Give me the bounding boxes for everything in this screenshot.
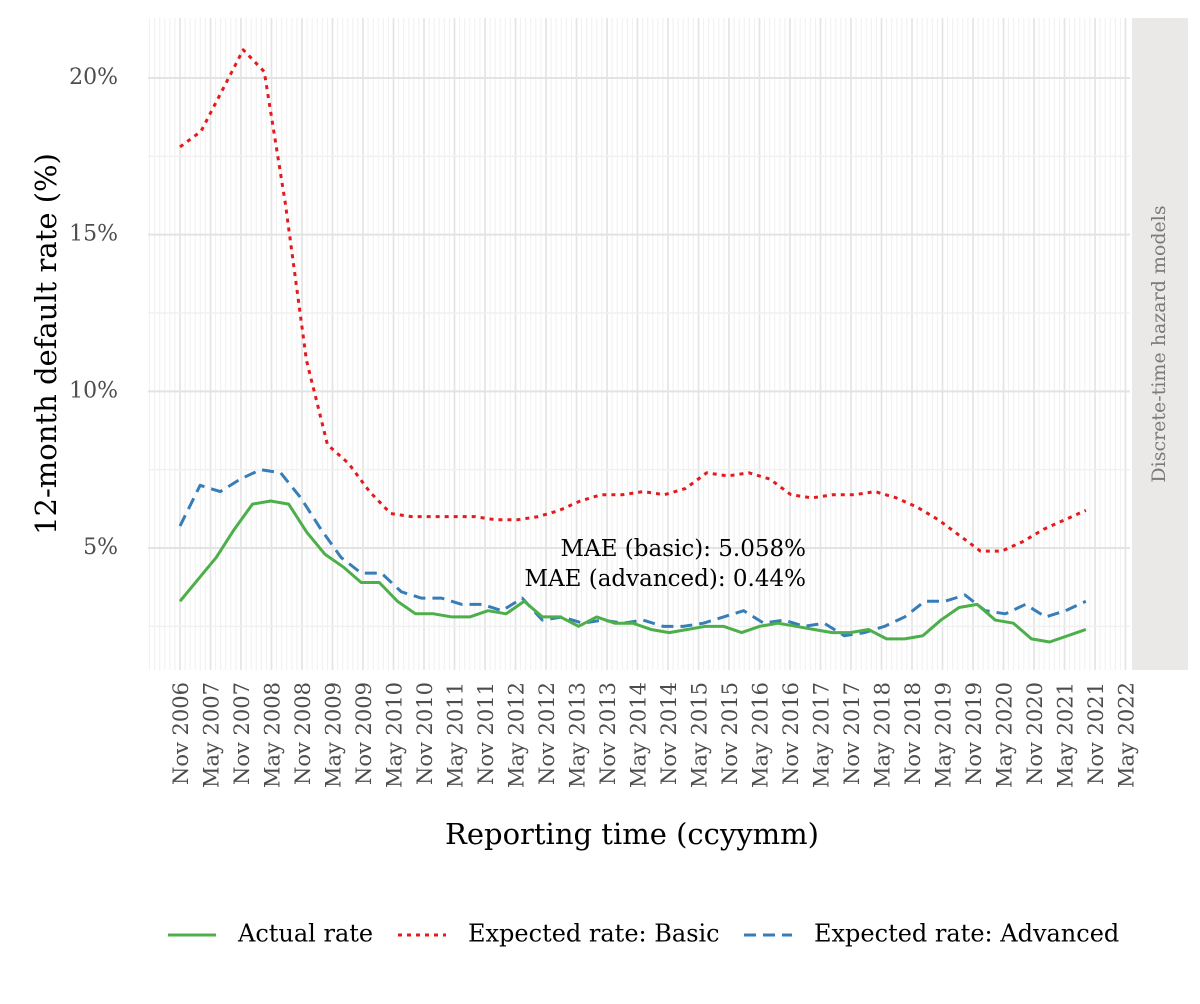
facet-strip-label: Discrete-time hazard models [1148, 205, 1170, 482]
x-tick-label: May 2019 [932, 682, 956, 788]
x-tick-label: May 2007 [200, 682, 224, 788]
x-tick-label: Nov 2010 [413, 682, 437, 785]
series-line-1 [179, 48, 1087, 553]
x-tick-label: May 2010 [383, 682, 407, 788]
x-tick-label: May 2013 [566, 682, 590, 788]
y-axis-title: 12-month default rate (%) [29, 153, 63, 535]
x-tick-label: Nov 2011 [474, 682, 498, 785]
x-tick-label: Nov 2021 [1084, 682, 1108, 785]
x-tick-label: Nov 2008 [291, 682, 315, 785]
x-tick-label: May 2009 [322, 682, 346, 788]
x-tick-label: Nov 2006 [169, 682, 193, 785]
x-tick-label: May 2015 [688, 682, 712, 788]
y-tick-label: 5% [83, 535, 118, 560]
x-tick-label: May 2016 [749, 682, 773, 788]
legend-label-2: Expected rate: Advanced [814, 920, 1119, 948]
series-lines [178, 48, 1087, 644]
x-tick-label: May 2020 [993, 682, 1017, 788]
annotation-mae-basic: MAE (basic): 5.058% [561, 536, 806, 562]
y-tick-label: 15% [69, 222, 118, 247]
x-tick-label: Nov 2012 [535, 682, 559, 785]
y-tick-label: 20% [69, 65, 118, 90]
x-tick-label: Nov 2020 [1023, 682, 1047, 785]
x-tick-label: Nov 2007 [230, 682, 254, 785]
x-tick-label: May 2021 [1054, 682, 1078, 788]
y-axis-ticks: 5% 10% 15% 20% [69, 65, 118, 560]
facet-strip: Discrete-time hazard models [1132, 18, 1188, 670]
x-tick-label: Nov 2018 [901, 682, 925, 785]
x-axis-title: Reporting time (ccyymm) [445, 817, 819, 851]
facet-strip-background [1132, 18, 1188, 670]
x-tick-label: May 2018 [871, 682, 895, 788]
x-tick-label: Nov 2015 [718, 682, 742, 785]
x-tick-label: May 2011 [444, 682, 468, 788]
grid [148, 18, 1130, 670]
series-line-2 [178, 468, 1087, 638]
legend: Actual rate Expected rate: Basic Expected … [168, 920, 1119, 948]
x-tick-label: May 2014 [627, 682, 651, 788]
x-tick-label: Nov 2014 [657, 682, 681, 785]
legend-label-1: Expected rate: Basic [468, 920, 720, 948]
x-tick-label: May 2012 [505, 682, 529, 788]
annotations: MAE (basic): 5.058% MAE (advanced): 0.44… [524, 536, 806, 592]
x-tick-label: Nov 2013 [596, 682, 620, 785]
series-line-0 [178, 499, 1087, 644]
x-tick-label: May 2008 [261, 682, 285, 788]
x-tick-label: Nov 2019 [962, 682, 986, 785]
x-tick-label: Nov 2017 [840, 682, 864, 785]
x-tick-label: Nov 2009 [352, 682, 376, 785]
annotation-mae-advanced: MAE (advanced): 0.44% [524, 566, 806, 592]
legend-label-0: Actual rate [237, 920, 373, 948]
y-tick-label: 10% [69, 378, 118, 403]
x-tick-label: Nov 2016 [779, 682, 803, 785]
x-tick-label: May 2022 [1115, 682, 1139, 788]
x-tick-label: May 2017 [810, 682, 834, 788]
x-axis-ticks: Nov 2006 May 2007 Nov 2007 May 2008 Nov 2008… [169, 682, 1139, 788]
